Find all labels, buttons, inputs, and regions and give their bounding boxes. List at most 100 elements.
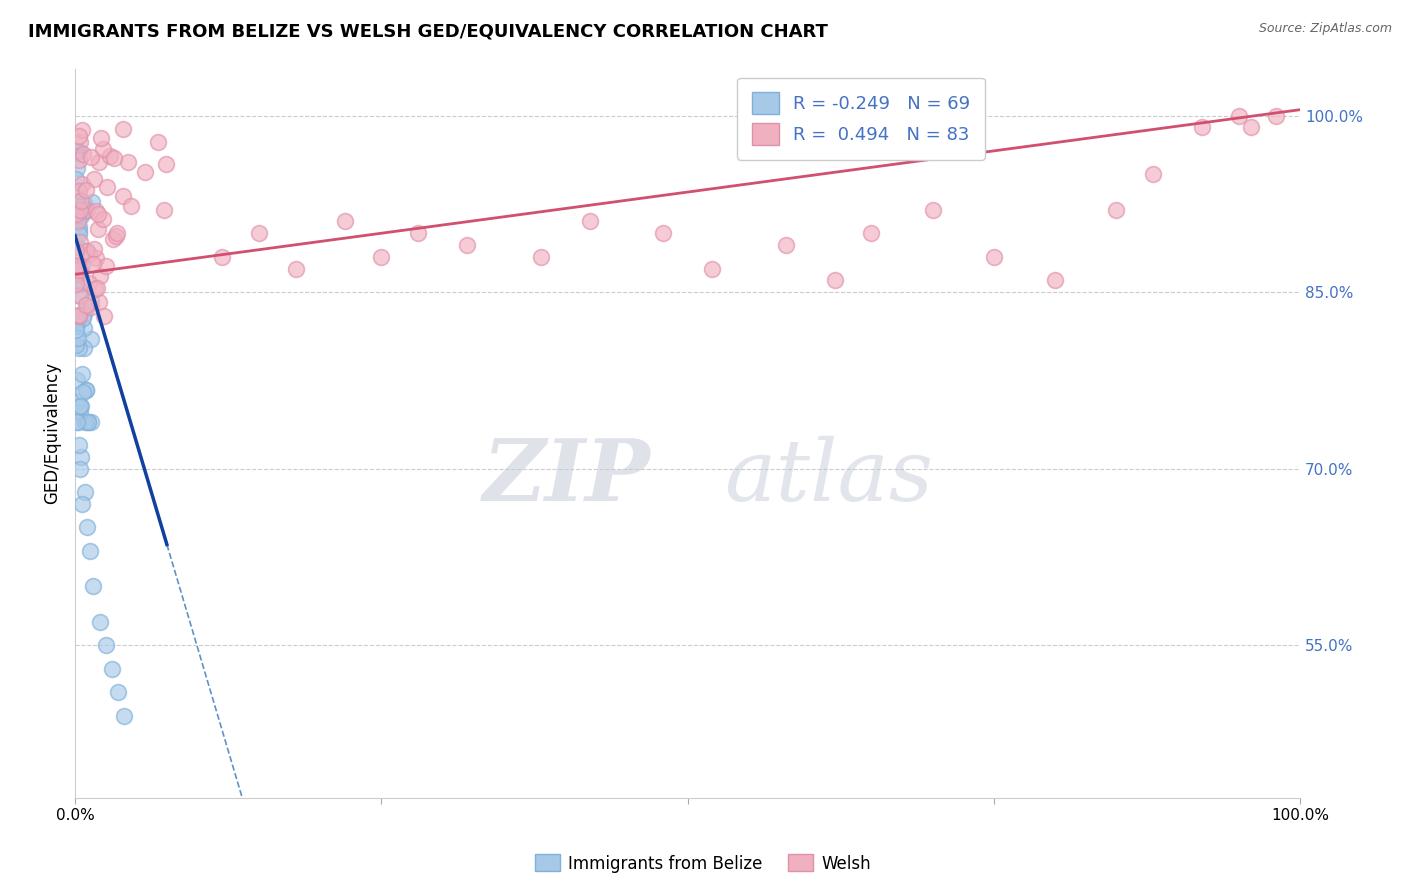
Point (72, 385, 94, 400)
Point (1043, 273, 1066, 287)
Point (370, 250, 392, 264)
Point (65, 277, 87, 291)
Point (247, 226, 270, 240)
Point (84, 282, 107, 296)
Point (75, 183, 97, 197)
Point (70, 400, 93, 414)
Point (117, 154, 139, 169)
Point (65, 209, 87, 223)
Point (211, 250, 233, 264)
Point (73, 485, 96, 500)
Point (107, 685, 129, 699)
Point (75, 244, 97, 258)
Point (65, 194, 87, 208)
Point (76, 203, 98, 218)
Point (69, 404, 91, 418)
Point (333, 214, 356, 228)
Point (100, 662, 122, 676)
Point (80, 194, 103, 209)
Point (66, 190, 89, 204)
Point (90, 130, 112, 145)
Point (73, 203, 96, 218)
Point (75, 383, 97, 397)
Point (406, 226, 429, 240)
Point (70, 274, 93, 288)
Point (79, 300, 101, 314)
Point (83, 242, 105, 256)
Point (112, 708, 135, 723)
Point (67, 309, 90, 323)
Point (66, 415, 89, 429)
Legend: R = -0.249   N = 69, R =  0.494   N = 83: R = -0.249 N = 69, R = 0.494 N = 83 (737, 78, 984, 160)
Point (77, 415, 100, 429)
Point (69, 461, 91, 475)
Point (70, 177, 93, 191)
Point (65, 207, 87, 221)
Point (65, 244, 87, 258)
Point (72, 497, 94, 511)
Point (860, 226, 883, 240)
Point (82, 579, 104, 593)
Point (65, 144, 87, 158)
Point (73, 307, 96, 321)
Point (824, 273, 846, 287)
Point (69, 264, 91, 278)
Point (66, 331, 89, 345)
Point (66, 261, 89, 276)
Point (66, 240, 89, 254)
Point (103, 151, 125, 165)
Point (77, 277, 100, 291)
Point (72, 147, 94, 161)
Point (89, 295, 111, 310)
Point (76, 300, 98, 314)
Point (70, 194, 93, 208)
Point (70, 259, 93, 273)
Point (65, 268, 87, 282)
Point (67, 219, 90, 234)
Point (80, 332, 103, 346)
Point (284, 261, 307, 276)
Point (70, 450, 93, 464)
Point (79, 544, 101, 558)
Point (146, 135, 169, 149)
Point (83, 172, 105, 186)
Point (89, 269, 111, 284)
Point (67, 153, 90, 167)
Point (134, 165, 156, 179)
Point (1191, 120, 1213, 135)
Point (921, 202, 943, 217)
Point (66, 161, 89, 175)
Point (65, 172, 87, 186)
Point (69, 144, 91, 158)
Point (529, 250, 551, 264)
Point (72, 311, 94, 326)
Point (82, 256, 104, 270)
Point (73, 415, 96, 429)
Point (94, 638, 117, 652)
Point (67, 266, 90, 280)
Point (66, 263, 89, 277)
Point (86, 207, 108, 221)
Point (96, 260, 118, 274)
Point (96, 179, 118, 194)
Point (77, 415, 100, 429)
Text: IMMIGRANTS FROM BELIZE VS WELSH GED/EQUIVALENCY CORRELATION CHART: IMMIGRANTS FROM BELIZE VS WELSH GED/EQUI… (28, 22, 828, 40)
Point (93, 212, 115, 227)
Point (84, 251, 107, 265)
Point (87, 155, 110, 169)
Point (75, 383, 97, 397)
Y-axis label: GED/Equivalency: GED/Equivalency (44, 362, 60, 504)
Point (91, 142, 114, 156)
Point (105, 226, 128, 240)
Point (69, 260, 91, 275)
Point (65, 323, 87, 337)
Point (66, 415, 89, 429)
Point (67, 341, 90, 355)
Point (69, 399, 91, 413)
Point (93, 309, 115, 323)
Point (65, 318, 87, 333)
Point (69, 202, 91, 217)
Point (69, 235, 91, 249)
Point (86, 281, 108, 295)
Point (1227, 109, 1250, 123)
